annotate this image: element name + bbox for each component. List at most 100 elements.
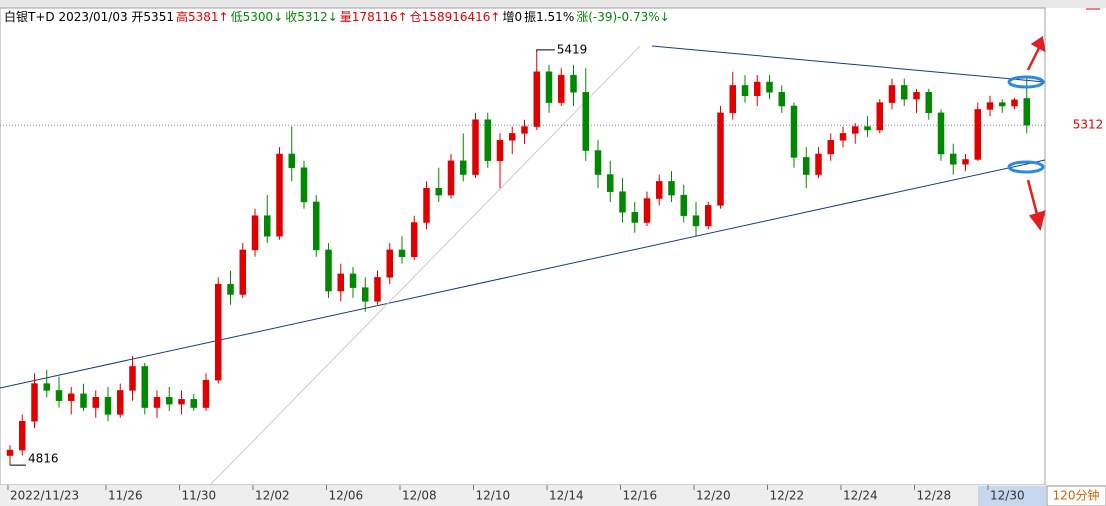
guide-line xyxy=(209,45,641,486)
candle-body xyxy=(374,277,381,302)
candle-body xyxy=(129,366,136,391)
candle-body xyxy=(68,393,75,401)
candle-body xyxy=(680,194,687,216)
candle-body xyxy=(913,92,920,100)
candle-body xyxy=(509,133,516,141)
header-field: 仓158916416↑ xyxy=(410,10,501,24)
candle-body xyxy=(423,187,430,223)
candle-body xyxy=(264,215,271,237)
candle-body xyxy=(741,85,749,96)
candle-body xyxy=(766,81,773,93)
candle-body xyxy=(545,71,553,103)
x-tick-label: 12/22 xyxy=(770,489,805,503)
candle-body xyxy=(190,399,197,408)
candle-body xyxy=(925,92,932,114)
candle-body xyxy=(153,397,161,408)
candle-body xyxy=(888,85,896,103)
x-tick-label: 2022/11/23 xyxy=(10,489,79,503)
candle-body xyxy=(901,85,908,100)
x-tick-label: 12/10 xyxy=(476,489,511,503)
x-tick-label: 12/24 xyxy=(843,489,878,503)
header-field: 涨(-39)-0.73%↓ xyxy=(576,9,669,24)
candle-body xyxy=(43,383,50,391)
candle-body xyxy=(607,174,614,192)
candle-body xyxy=(619,191,626,213)
candle-body xyxy=(349,273,357,288)
candle-body xyxy=(227,283,234,295)
candle-body xyxy=(141,366,148,408)
candle-body xyxy=(839,133,847,141)
trend-line-lower xyxy=(0,159,1046,389)
header-field: 量178116↑ xyxy=(340,10,408,24)
candle-body xyxy=(937,112,945,155)
candle-body xyxy=(80,393,87,408)
low-label: 4816 xyxy=(28,452,59,466)
top-bar xyxy=(0,0,1106,8)
x-tick-label: 11/26 xyxy=(108,489,143,503)
candle-body xyxy=(950,153,957,165)
candle-body xyxy=(705,205,712,227)
highlight-ellipse xyxy=(1007,75,1045,89)
candle-body xyxy=(202,379,210,408)
arrow-down xyxy=(1026,179,1046,231)
candle-body xyxy=(643,198,651,223)
high-label: 5419 xyxy=(557,42,588,56)
candles: 5312 5419 4816 xyxy=(0,42,1104,466)
candle-body xyxy=(521,126,528,134)
x-tick-label: 12/28 xyxy=(917,489,952,503)
candle-body xyxy=(790,105,798,158)
plot-area xyxy=(0,7,1046,486)
x-axis-highlight xyxy=(978,486,1046,506)
candle-body xyxy=(411,222,418,258)
x-tick-label: 12/06 xyxy=(329,489,364,503)
candle-body xyxy=(1011,99,1018,107)
x-tick-label: 12/16 xyxy=(623,489,658,503)
candle-body xyxy=(386,249,393,278)
candle-body xyxy=(717,112,724,206)
candle-body xyxy=(104,397,112,415)
candle-body xyxy=(362,287,369,302)
candle-body xyxy=(668,181,675,196)
candle-body xyxy=(594,150,602,175)
candle-body xyxy=(631,211,638,223)
x-tick-label: 12/20 xyxy=(696,489,731,503)
candle-body xyxy=(827,140,834,155)
candle-body xyxy=(570,74,577,93)
candle-body xyxy=(288,153,295,168)
period-label: 120分钟 xyxy=(1053,488,1100,503)
candle-body xyxy=(239,249,246,295)
candle-body xyxy=(1023,98,1030,126)
candle-body xyxy=(999,102,1006,107)
candle-body xyxy=(472,119,479,175)
trend-line-upper xyxy=(651,45,1046,83)
header-field: 白银T+D 2023/01/03 开5351 xyxy=(4,9,174,24)
candle-body xyxy=(962,159,969,165)
candle-body xyxy=(986,102,994,110)
candle-body xyxy=(19,421,26,451)
candle-body xyxy=(313,201,320,251)
candle-body xyxy=(460,160,467,175)
candle-body xyxy=(31,383,38,422)
candle-body xyxy=(974,109,981,160)
header-text: 白银T+D 2023/01/03 开5351 高5381↑ 低5300↓ 收5312↓… xyxy=(4,9,670,24)
header: 白银T+D 2023/01/03 开5351 高5381↑ 低5300↓ 收5312↓… xyxy=(4,9,670,24)
candle-body xyxy=(656,181,663,199)
header-field: 高5381↑ xyxy=(176,9,229,24)
candle-body xyxy=(447,160,455,196)
x-tick-label: 12/08 xyxy=(402,489,437,503)
highlight-ellipse xyxy=(1007,160,1045,174)
candle-body xyxy=(864,126,871,131)
candle-body xyxy=(215,283,222,381)
x-tick-label: 11/30 xyxy=(182,489,217,503)
candle-body xyxy=(692,215,700,227)
candle-body xyxy=(558,74,565,103)
candle-body xyxy=(166,397,173,405)
high-pointer xyxy=(536,49,555,52)
candle-body xyxy=(178,399,185,405)
candle-body xyxy=(251,215,259,251)
candle-body xyxy=(117,390,124,415)
candle-body xyxy=(754,81,761,96)
last-price-label: 5312 xyxy=(1073,118,1104,132)
candle-body xyxy=(876,102,883,131)
candle-body xyxy=(276,153,283,237)
